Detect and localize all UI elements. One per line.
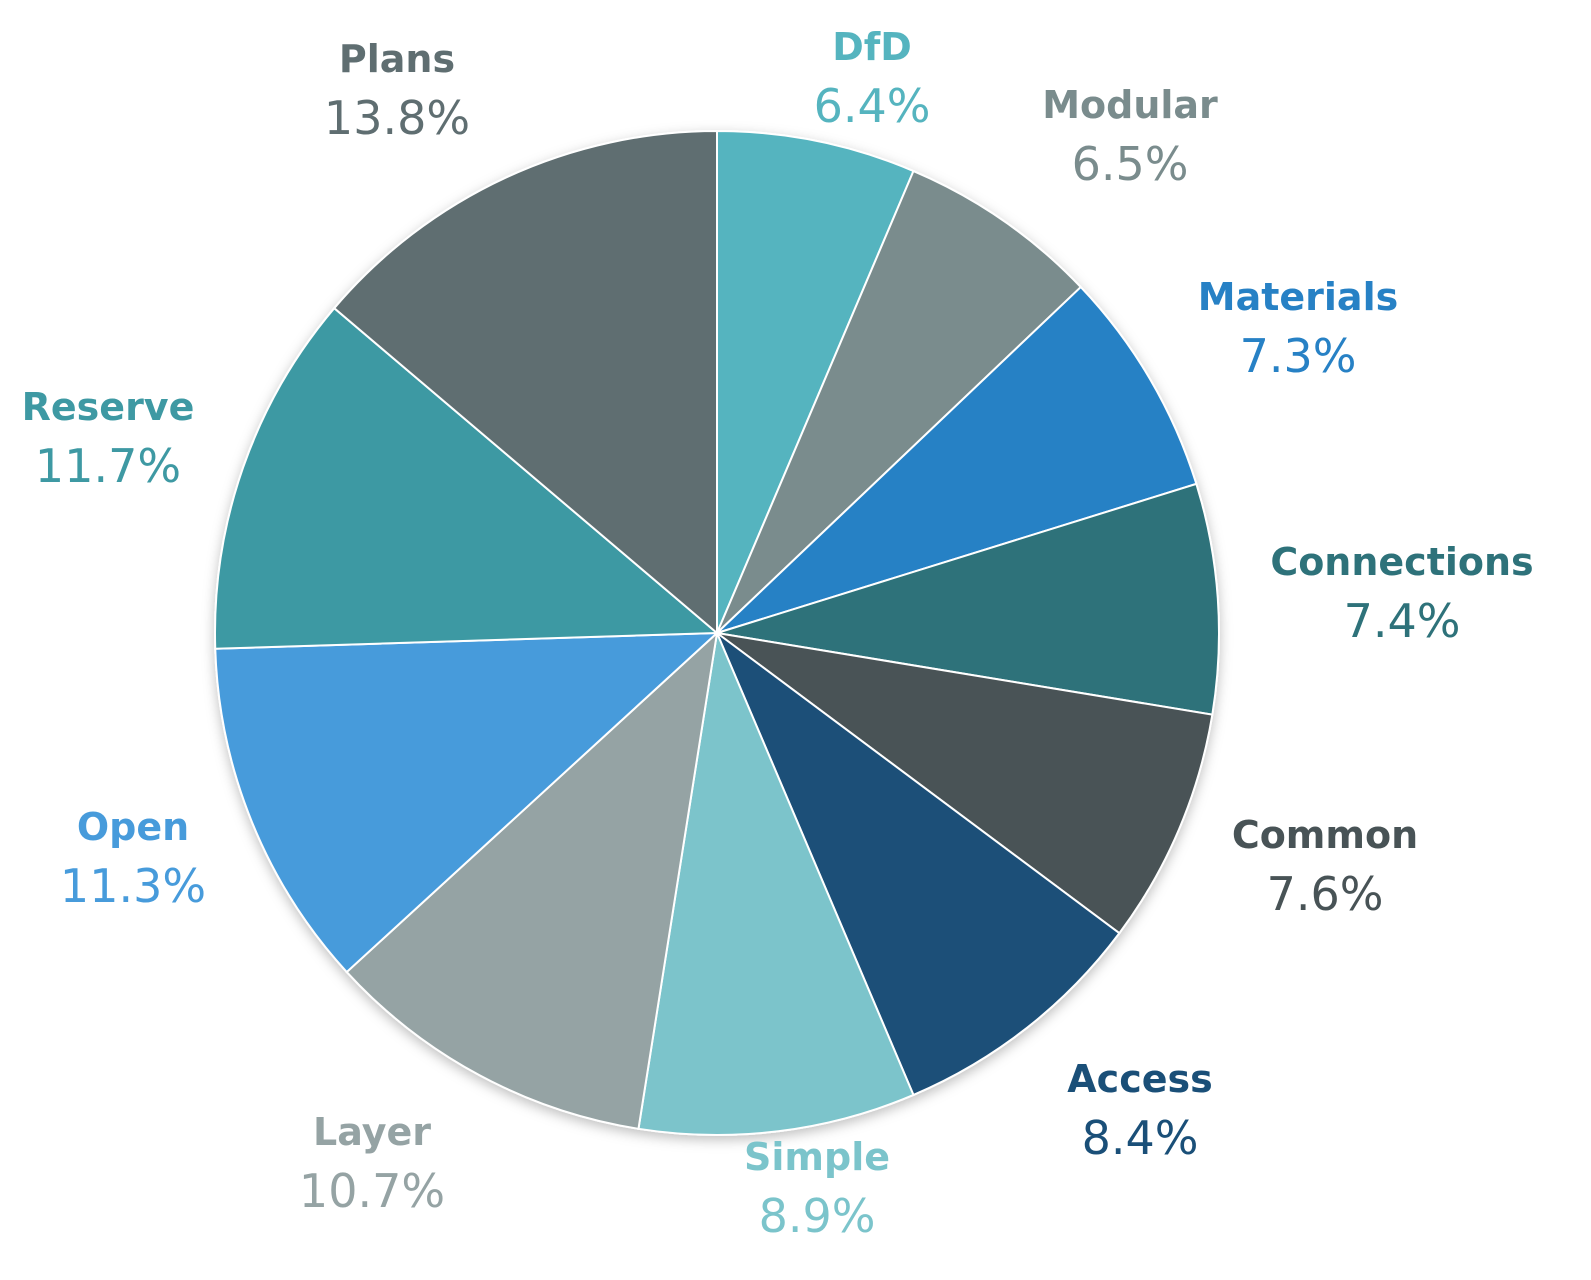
slice-label-materials: Materials xyxy=(1198,275,1398,319)
pie-slice-plans xyxy=(332,129,718,636)
pie-slice-modular xyxy=(716,169,1083,634)
pie-slice-layer xyxy=(345,630,719,1130)
slice-label-simple: Simple xyxy=(744,1135,890,1179)
slice-value-simple: 8.9% xyxy=(759,1189,876,1243)
slice-value-access: 8.4% xyxy=(1082,1111,1199,1165)
pie-slice-common xyxy=(716,632,1214,935)
pie-slices xyxy=(214,129,1220,1136)
slice-label-modular: Modular xyxy=(1042,83,1218,127)
slice-label-reserve: Reserve xyxy=(22,385,195,429)
slice-value-materials: 7.3% xyxy=(1240,329,1357,383)
pie-slice-dfd xyxy=(716,129,915,634)
slice-label-dfd: DfD xyxy=(832,25,912,69)
slice-value-plans: 13.8% xyxy=(324,91,470,145)
pie-slice-materials xyxy=(716,285,1198,634)
slice-value-reserve: 11.7% xyxy=(35,439,181,493)
slice-value-connections: 7.4% xyxy=(1344,594,1461,648)
pie-slice-open xyxy=(214,631,720,974)
pie-labels: DfD 6.4% Modular 6.5% Materials 7.3% Connectio… xyxy=(22,25,1534,1243)
slice-value-modular: 6.5% xyxy=(1072,137,1189,191)
slice-label-common: Common xyxy=(1232,813,1418,857)
slice-label-connections: Connections xyxy=(1270,540,1533,584)
slice-label-open: Open xyxy=(77,805,189,849)
slice-value-dfd: 6.4% xyxy=(814,79,931,133)
slice-value-layer: 10.7% xyxy=(299,1164,445,1218)
slice-label-layer: Layer xyxy=(313,1110,431,1154)
slice-value-common: 7.6% xyxy=(1267,867,1384,921)
pie-slice-simple xyxy=(637,629,915,1136)
slice-label-access: Access xyxy=(1067,1057,1212,1101)
slice-value-open: 11.3% xyxy=(60,859,206,913)
pie-slice-access xyxy=(714,629,1121,1097)
slice-label-plans: Plans xyxy=(339,37,455,81)
pie-slice-reserve xyxy=(214,306,720,650)
pie-slice-connections xyxy=(716,482,1220,716)
